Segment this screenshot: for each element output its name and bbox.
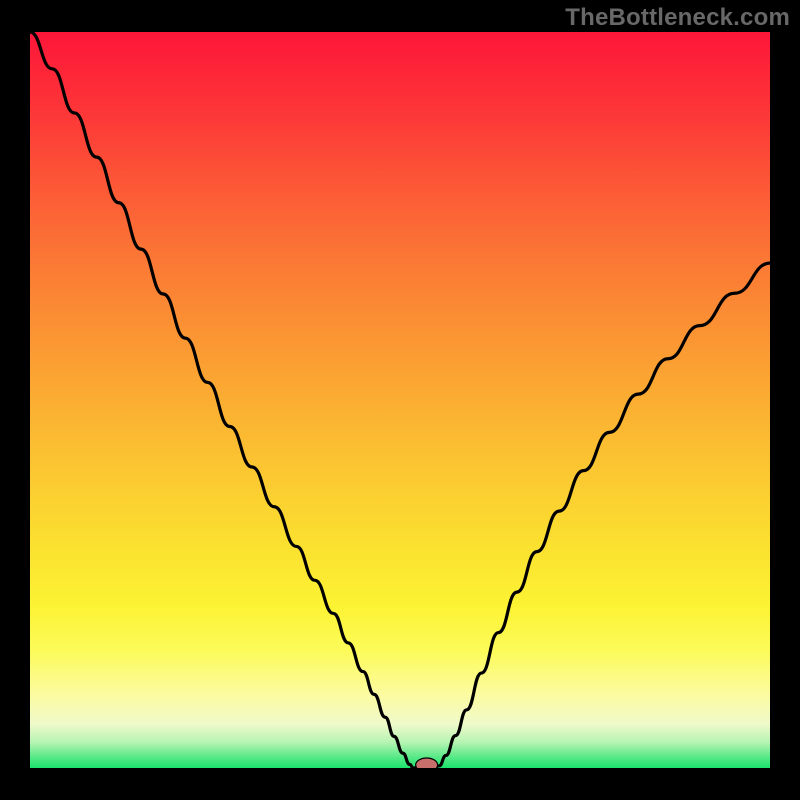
watermark-text: TheBottleneck.com: [565, 4, 790, 32]
bottleneck-curve-chart: [30, 32, 770, 768]
plot-area: [30, 32, 770, 768]
gradient-background: [30, 32, 770, 768]
chart-frame: TheBottleneck.com: [0, 0, 800, 800]
optimal-point-marker: [416, 758, 438, 768]
